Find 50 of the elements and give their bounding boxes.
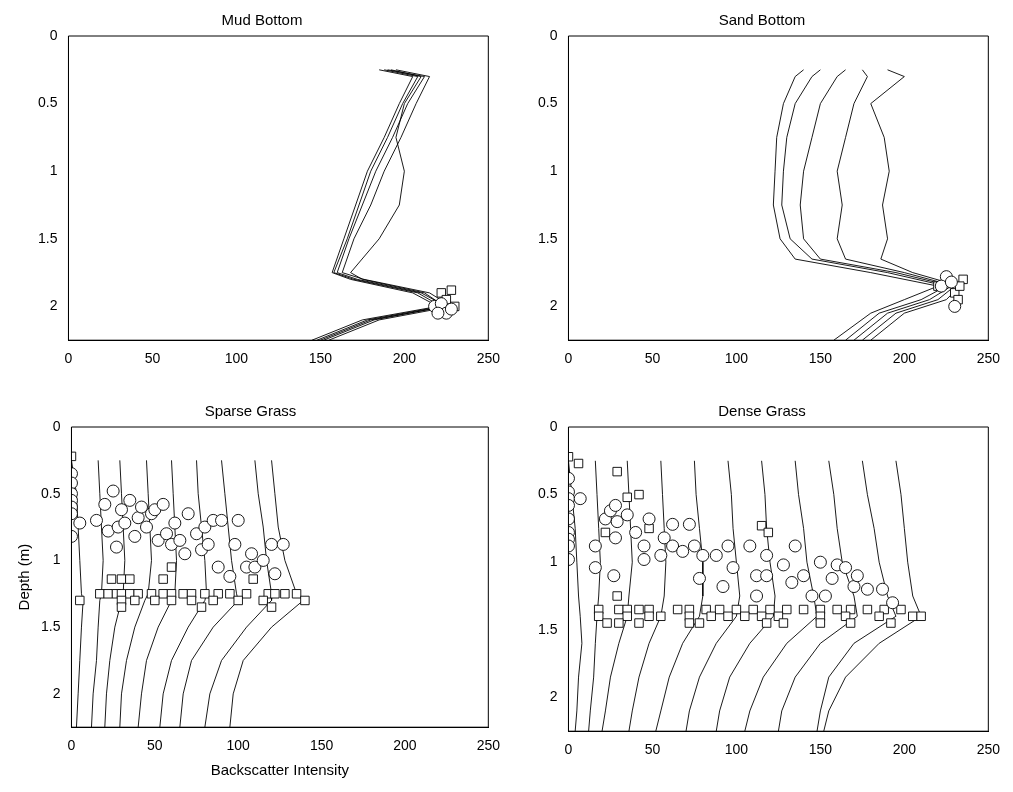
x-tick-label: 200 [392,350,417,367]
y-tick-label: 0 [49,26,58,43]
x-tick-label: 0 [67,737,76,754]
y-tick-label: 0.5 [40,484,61,501]
y-tick-label: 2 [549,297,558,314]
y-tick-label: 0.5 [537,485,558,502]
x-tick-label: 50 [644,741,661,758]
y-axis-title: Depth (m) [15,543,33,611]
x-tick-label: 150 [808,350,833,367]
x-tick-label: 0 [564,741,573,758]
y-tick-label: 2 [49,297,58,314]
x-tick-label: 50 [144,350,161,367]
x-tick-label: 250 [976,741,1001,758]
y-tick-label: 0 [52,417,61,434]
y-tick-label: 1 [49,162,58,179]
chart-title: Sparse Grass [204,402,297,420]
x-tick-label: 250 [476,737,501,754]
chart-title: Mud Bottom [221,11,303,29]
x-tick-label: 100 [724,350,749,367]
x-tick-label: 0 [564,350,573,367]
x-tick-label: 0 [64,350,73,367]
chart-title: Dense Grass [718,402,806,420]
y-tick-label: 1 [52,551,61,568]
x-tick-label: 50 [147,737,163,754]
y-tick-label: 2 [549,688,558,705]
x-axis-title: Backscatter Intensity [210,761,350,779]
x-tick-label: 250 [976,350,1001,367]
x-tick-label: 200 [892,741,917,758]
x-tick-label: 100 [724,741,749,758]
y-tick-label: 1.5 [537,620,558,637]
y-tick-label: 1.5 [37,229,58,246]
x-tick-label: 250 [476,350,501,367]
y-tick-label: 0 [549,26,558,43]
x-tick-label: 150 [808,741,833,758]
y-tick-label: 2 [52,684,61,701]
x-tick-label: 50 [644,350,661,367]
x-tick-label: 200 [892,350,917,367]
y-tick-label: 0 [549,417,558,434]
y-tick-label: 1 [549,553,558,570]
x-tick-label: 200 [393,737,417,754]
x-tick-label: 100 [226,737,251,754]
x-tick-label: 100 [224,350,249,367]
y-tick-label: 0.5 [37,94,58,111]
y-tick-label: 0.5 [537,94,558,111]
y-tick-label: 1 [549,162,558,179]
x-tick-label: 150 [308,350,333,367]
y-tick-label: 1.5 [40,617,61,634]
chart-title: Sand Bottom [718,11,806,29]
x-tick-label: 150 [309,737,334,754]
y-tick-label: 1.5 [537,229,558,246]
